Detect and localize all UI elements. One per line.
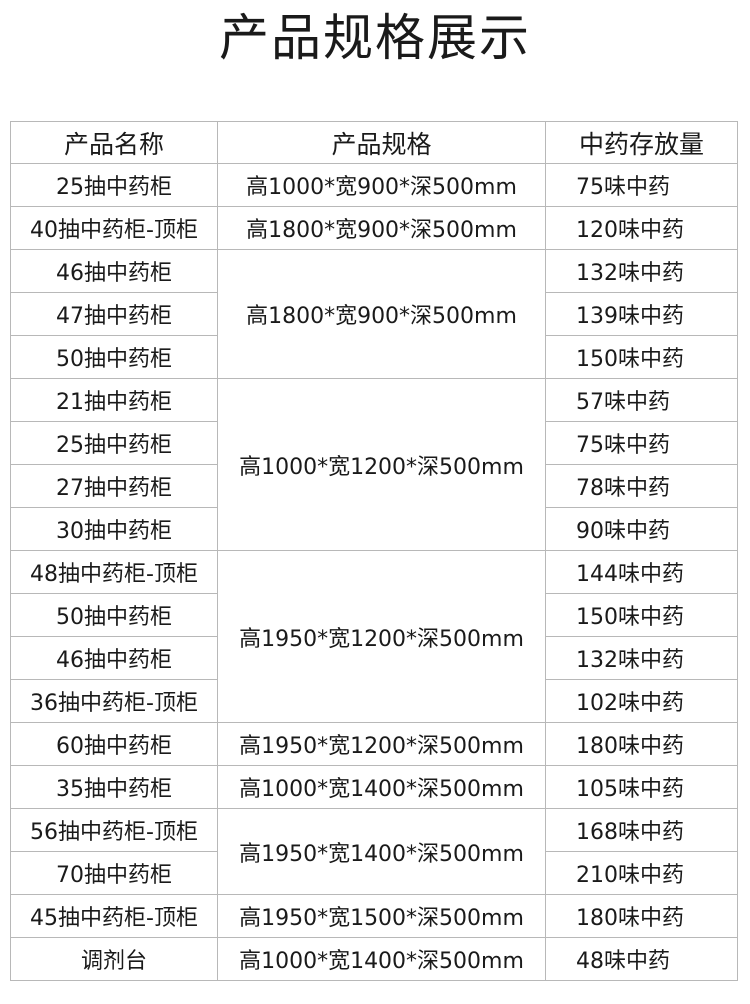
- capacity-cell: 210味中药: [545, 851, 738, 895]
- product-spec-cell: 高1800*宽900*深500mm: [217, 249, 546, 379]
- table-row: 47抽中药柜 139味中药: [10, 292, 738, 336]
- product-name-cell: 50抽中药柜: [10, 593, 218, 637]
- product-name-cell: 50抽中药柜: [10, 335, 218, 379]
- table-row: 30抽中药柜 90味中药: [10, 507, 738, 551]
- product-spec-cell: 高1000*宽900*深500mm: [217, 163, 546, 207]
- table-row: 调剂台 高1000*宽1400*深500mm 48味中药: [10, 937, 738, 981]
- capacity-cell: 132味中药: [545, 249, 738, 293]
- table-row: 50抽中药柜 150味中药: [10, 593, 738, 637]
- table-row: 56抽中药柜-顶柜 高1950*宽1400*深500mm 168味中药: [10, 808, 738, 895]
- capacity-cell: 168味中药: [545, 808, 738, 852]
- capacity-cell: 144味中药: [545, 550, 738, 594]
- capacity-cell: 120味中药: [545, 206, 738, 250]
- product-spec-cell: 高1950*宽1200*深500mm: [217, 550, 546, 723]
- product-spec-cell: 高1000*宽1400*深500mm: [217, 765, 546, 809]
- header-capacity: 中药存放量: [545, 121, 738, 164]
- product-name-cell: 60抽中药柜: [10, 722, 218, 766]
- product-spec-cell: 高1950*宽1200*深500mm: [217, 722, 546, 766]
- table-row: 35抽中药柜 高1000*宽1400*深500mm 105味中药: [10, 765, 738, 809]
- capacity-cell: 102味中药: [545, 679, 738, 723]
- product-spec-cell: 高1950*宽1500*深500mm: [217, 894, 546, 938]
- product-name-cell: 27抽中药柜: [10, 464, 218, 508]
- product-name-cell: 25抽中药柜: [10, 163, 218, 207]
- capacity-cell: 57味中药: [545, 378, 738, 422]
- product-name-cell: 调剂台: [10, 937, 218, 981]
- product-name-cell: 70抽中药柜: [10, 851, 218, 895]
- header-product-name: 产品名称: [10, 121, 218, 164]
- product-name-cell: 46抽中药柜: [10, 249, 218, 293]
- table-row: 40抽中药柜-顶柜 高1800*宽900*深500mm 120味中药: [10, 206, 738, 250]
- product-name-cell: 46抽中药柜: [10, 636, 218, 680]
- table-row: 45抽中药柜-顶柜 高1950*宽1500*深500mm 180味中药: [10, 894, 738, 938]
- product-name-cell: 40抽中药柜-顶柜: [10, 206, 218, 250]
- table-row: 60抽中药柜 高1950*宽1200*深500mm 180味中药: [10, 722, 738, 766]
- table-row: 25抽中药柜 高1000*宽900*深500mm 75味中药: [10, 163, 738, 207]
- capacity-cell: 139味中药: [545, 292, 738, 336]
- table-row: 48抽中药柜-顶柜 高1950*宽1200*深500mm 144味中药: [10, 550, 738, 723]
- capacity-cell: 180味中药: [545, 722, 738, 766]
- capacity-cell: 132味中药: [545, 636, 738, 680]
- product-spec-cell: 高1800*宽900*深500mm: [217, 206, 546, 250]
- capacity-cell: 150味中药: [545, 335, 738, 379]
- capacity-cell: 105味中药: [545, 765, 738, 809]
- product-name-cell: 36抽中药柜-顶柜: [10, 679, 218, 723]
- product-name-cell: 25抽中药柜: [10, 421, 218, 465]
- page-title: 产品规格展示: [219, 9, 531, 67]
- table-body: 25抽中药柜 高1000*宽900*深500mm 75味中药 40抽中药柜-顶柜 高18…: [10, 163, 738, 981]
- product-name-cell: 56抽中药柜-顶柜: [10, 808, 218, 852]
- capacity-cell: 48味中药: [545, 937, 738, 981]
- product-name-cell: 21抽中药柜: [10, 378, 218, 422]
- capacity-cell: 90味中药: [545, 507, 738, 551]
- product-spec-cell: 高1000*宽1200*深500mm: [217, 378, 546, 551]
- table-row: 36抽中药柜-顶柜 102味中药: [10, 679, 738, 723]
- table-row: 70抽中药柜 210味中药: [10, 851, 738, 895]
- capacity-cell: 180味中药: [545, 894, 738, 938]
- spec-table: 产品名称 产品规格 中药存放量 25抽中药柜 高1000*宽900*深500mm 7…: [10, 121, 738, 981]
- product-name-cell: 48抽中药柜-顶柜: [10, 550, 218, 594]
- product-spec-cell: 高1000*宽1400*深500mm: [217, 937, 546, 981]
- product-spec-cell: 高1950*宽1400*深500mm: [217, 808, 546, 895]
- table-row: 21抽中药柜 高1000*宽1200*深500mm 57味中药: [10, 378, 738, 551]
- product-name-cell: 35抽中药柜: [10, 765, 218, 809]
- product-name-cell: 45抽中药柜-顶柜: [10, 894, 218, 938]
- header-product-spec: 产品规格: [217, 121, 546, 164]
- product-name-cell: 30抽中药柜: [10, 507, 218, 551]
- capacity-cell: 150味中药: [545, 593, 738, 637]
- table-header-row: 产品名称 产品规格 中药存放量: [10, 121, 738, 164]
- table-row: 46抽中药柜 高1800*宽900*深500mm 132味中药: [10, 249, 738, 379]
- capacity-cell: 78味中药: [545, 464, 738, 508]
- capacity-cell: 75味中药: [545, 163, 738, 207]
- capacity-cell: 75味中药: [545, 421, 738, 465]
- table-row: 46抽中药柜 132味中药: [10, 636, 738, 680]
- product-name-cell: 47抽中药柜: [10, 292, 218, 336]
